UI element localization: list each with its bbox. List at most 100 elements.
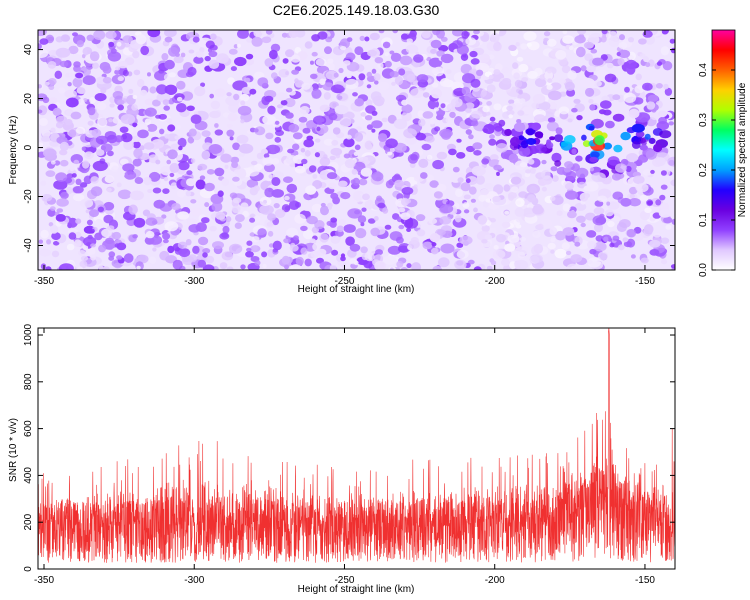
spectrogram-cell (39, 38, 49, 45)
spectrogram-cell (587, 34, 600, 45)
spectrogram-cell (465, 178, 471, 184)
spectrogram-cell (466, 145, 475, 153)
spectrogram-cell (606, 201, 611, 206)
spectrogram-cell (133, 69, 141, 76)
spectrogram-cell (174, 135, 181, 140)
spectrogram-cell (389, 147, 395, 153)
spectrogram-cell (518, 90, 523, 95)
spectrogram-cell (502, 78, 512, 85)
spectrogram-cell (243, 77, 251, 83)
spectrogram-cell (93, 30, 106, 41)
spectrogram-cell (538, 101, 551, 110)
spectrogram-cell (523, 31, 537, 41)
spectrogram-cell (562, 203, 571, 212)
spectrogram-cell (473, 207, 478, 213)
spectrogram-cell (304, 41, 313, 49)
spectrogram-cell (119, 126, 129, 133)
spectrogram-cell (329, 220, 337, 228)
spectrogram-cell (249, 217, 256, 223)
spectrogram-cell (245, 53, 254, 60)
spectrogram-cell (68, 232, 77, 240)
spectrogram-cell (372, 95, 385, 105)
spectrogram-cell (397, 245, 409, 253)
spectrogram-cell (152, 99, 161, 107)
spectrogram-cell (197, 163, 208, 171)
spectrogram-cell (317, 31, 328, 40)
spectrogram-cell (589, 104, 596, 111)
spectrogram-cell (514, 207, 525, 217)
spectrogram-cell (38, 118, 48, 126)
spectrogram-cell (472, 142, 483, 150)
spectrogram-cell (195, 51, 204, 58)
spectrogram-cell (520, 43, 528, 50)
spectrogram-cell (233, 93, 240, 101)
spectrogram-cell (259, 204, 274, 215)
spectrogram-cell (514, 259, 529, 270)
spectrogram-cell (354, 98, 365, 107)
spectrogram-cell (271, 189, 285, 198)
spectrogram-cell (539, 74, 546, 80)
spectrogram-cell (284, 195, 290, 201)
spectrogram-cell (493, 164, 502, 171)
spectrogram-cell (510, 176, 522, 185)
spectrogram-cell (512, 62, 519, 69)
spectrogram-cell (274, 120, 280, 125)
spectrogram-cell (205, 40, 215, 49)
spectrogram-cell (58, 87, 66, 94)
spectrogram-cell (594, 223, 603, 233)
spectrogram-cell (422, 92, 430, 98)
spectrogram-cell (227, 112, 238, 122)
spectrogram-cell (87, 120, 94, 126)
spectrogram-cell (112, 165, 119, 170)
spectrogram-cell (527, 158, 535, 165)
spectrogram-cell (645, 149, 657, 160)
spectrogram-cell (537, 223, 544, 229)
spectrogram-cell (428, 57, 443, 68)
spectrogram-cell (72, 186, 84, 194)
spectrogram-cell (317, 248, 327, 256)
spectrogram-cell (358, 73, 366, 81)
spectrogram-cell (246, 179, 259, 188)
spectrogram-cell (577, 30, 587, 35)
spectrogram-cell (492, 249, 506, 259)
spectrogram-cell (50, 225, 59, 234)
spectrogram-cell (286, 87, 293, 93)
spectrogram-cell (161, 214, 167, 219)
spectrogram-cell (319, 156, 331, 167)
spectrogram-cell (384, 224, 392, 230)
spectrogram-cell (122, 35, 133, 44)
spectrogram-cell (216, 53, 229, 64)
spectrogram-cell (50, 127, 56, 134)
spectrogram-cell (619, 34, 625, 41)
spectrogram-cell (592, 215, 607, 226)
spectrogram-cell (588, 98, 594, 104)
spectrogram-cell (219, 232, 230, 240)
spectrogram-cell (66, 243, 75, 251)
spectrogram-cell (547, 78, 553, 83)
spectrogram-cell (631, 123, 645, 133)
spectrogram-cell (331, 249, 339, 256)
spectrogram-cell (660, 46, 670, 56)
spectrogram-cell (384, 52, 389, 57)
spectrogram-cell (547, 117, 556, 123)
spectrogram-cell (45, 266, 52, 270)
spectrogram-cell (541, 159, 547, 165)
spectrogram-cell (192, 245, 200, 254)
spectrogram-cell (178, 145, 183, 151)
spectrogram-cell (371, 171, 384, 182)
spectrogram-cell (211, 201, 223, 212)
spectrogram-cell (471, 110, 483, 119)
spectrogram-cell (383, 255, 397, 265)
spectrogram-cell (290, 264, 302, 270)
spectrogram-cell (54, 160, 61, 166)
spectrogram-cell (549, 136, 556, 141)
colorbar-tick-label: 0.2 (698, 163, 709, 177)
spectrogram-cell (504, 243, 516, 252)
spectrogram-cell (394, 179, 405, 188)
spectrogram-cell (177, 241, 188, 249)
spectrogram-cell (331, 139, 339, 146)
spectrogram-cell (364, 36, 370, 42)
spectrogram-cell (338, 95, 343, 100)
snr-x-tick-label: -300 (184, 575, 204, 586)
spectrogram-cell (339, 117, 352, 128)
